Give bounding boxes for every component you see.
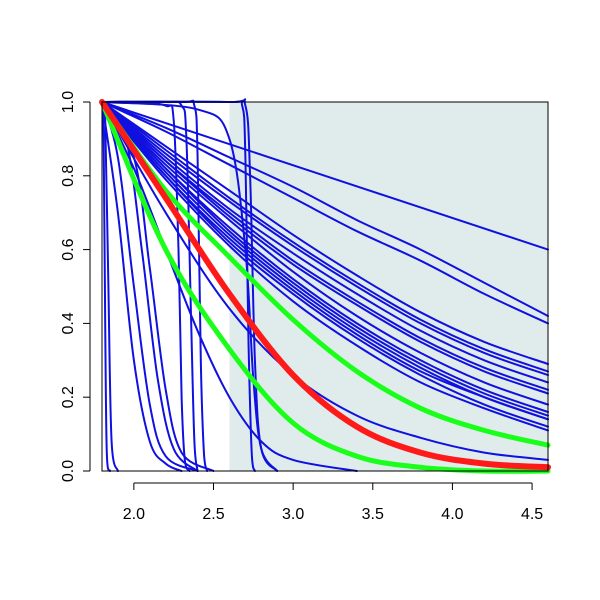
y-tick-label-5: 1.0 — [60, 91, 77, 113]
y-tick-label-0: 0.0 — [60, 460, 77, 482]
draw-curve-22 — [101, 101, 199, 472]
x-tick-label-2: 3.0 — [282, 506, 304, 523]
draw-curve-32 — [101, 101, 279, 472]
estimate-curve-2 — [99, 99, 551, 471]
y-tick-label-3: 0.6 — [60, 238, 77, 260]
draw-curve-21 — [101, 101, 183, 472]
draw-curve-4 — [101, 101, 549, 317]
plot-frame — [101, 101, 549, 472]
draw-curve-24 — [101, 101, 215, 472]
draw-curve-16 — [101, 101, 549, 391]
draw-curve-6 — [101, 101, 549, 365]
draw-curve-3 — [101, 101, 549, 251]
draw-curve-20 — [101, 101, 358, 472]
x-tick-label-3: 3.5 — [362, 506, 384, 523]
draw-curve-18 — [101, 101, 549, 421]
draw-curve-25 — [101, 101, 111, 472]
x-tick-label-1: 2.5 — [202, 506, 224, 523]
x-tick-label-5: 4.5 — [521, 506, 543, 523]
draw-curve-10 — [101, 101, 549, 406]
draw-curve-17 — [101, 101, 549, 373]
x-tick-label-0: 2.0 — [123, 506, 145, 523]
draw-curve-14 — [101, 101, 549, 432]
band-curve-1 — [99, 99, 551, 474]
y-tick-label-4: 0.8 — [60, 165, 77, 187]
x-tick-label-4: 4.0 — [441, 506, 463, 523]
draw-curve-8 — [101, 101, 549, 384]
y-tick-label-1: 0.2 — [60, 386, 77, 408]
draw-curve-15 — [101, 101, 549, 417]
y-tick-label-2: 0.4 — [60, 312, 77, 334]
draw-curve-5 — [101, 101, 549, 325]
shaded-region — [229, 102, 548, 471]
draw-curve-7 — [101, 101, 549, 377]
band-curve-0 — [99, 99, 551, 448]
